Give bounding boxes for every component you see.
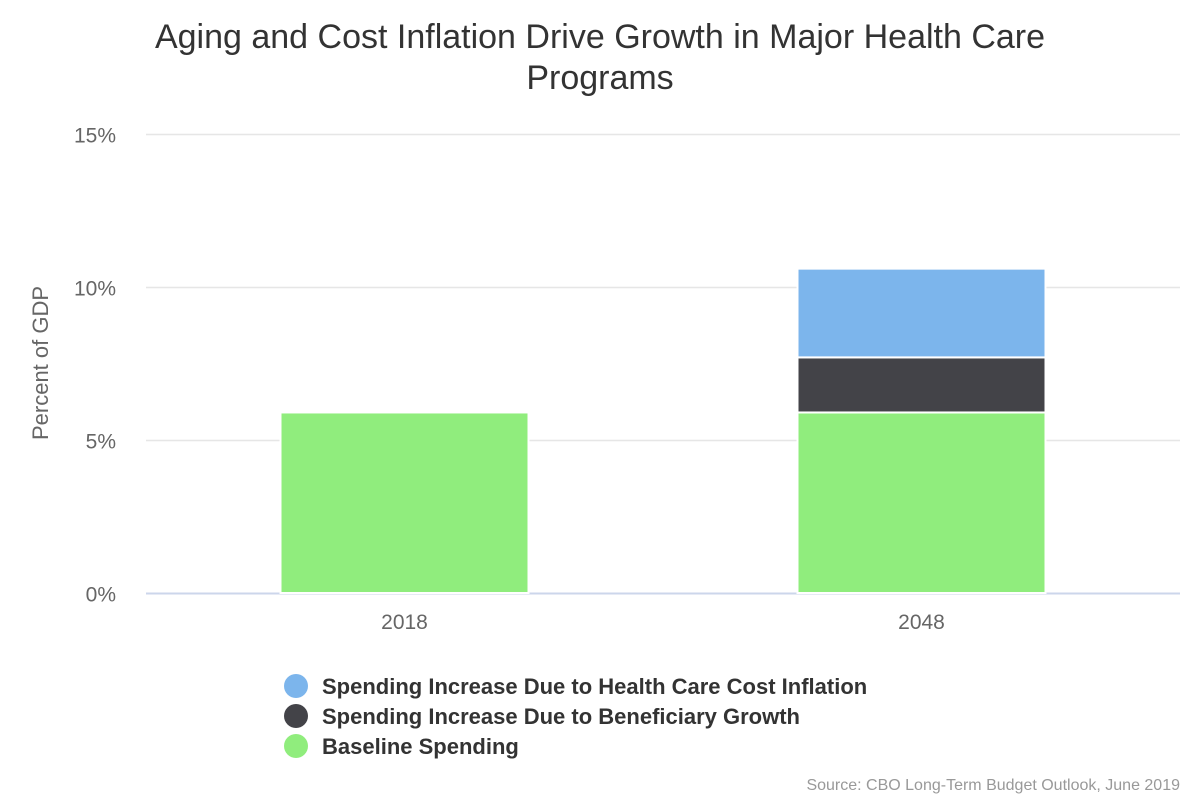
source-note: Source: CBO Long-Term Budget Outlook, Ju… — [806, 777, 1180, 794]
x-tick-label-2048: 2048 — [898, 611, 945, 634]
y-axis-ticks: 0% 5% 10% 15% — [74, 125, 116, 607]
bars — [279, 267, 1047, 594]
legend-marker — [284, 734, 308, 758]
legend-label: Spending Increase Due to Beneficiary Gro… — [322, 704, 800, 729]
y-axis-title: Percent of GDP — [28, 286, 53, 440]
chart-title-line-1: Aging and Cost Inflation Drive Growth in… — [155, 18, 1045, 56]
bar-2018-baseline-spending[interactable] — [279, 411, 530, 594]
bar-2048-spending-increase-due-to-beneficiary-growth[interactable] — [796, 356, 1047, 414]
y-tick-label-0: 0% — [86, 584, 116, 607]
chart-title-line-2: Programs — [526, 59, 673, 97]
y-tick-label-10: 10% — [74, 278, 116, 301]
x-axis-ticks: 2018 2048 — [381, 611, 945, 634]
y-tick-label-15: 15% — [74, 125, 116, 148]
legend[interactable]: Spending Increase Due to Health Care Cos… — [284, 674, 867, 759]
legend-item-baseline-spending[interactable]: Baseline Spending — [284, 734, 519, 759]
bar-2048-baseline-spending[interactable] — [796, 411, 1047, 594]
legend-label: Baseline Spending — [322, 734, 519, 759]
legend-item-spending-increase-due-to-beneficiary-growth[interactable]: Spending Increase Due to Beneficiary Gro… — [284, 704, 800, 729]
y-tick-label-5: 5% — [86, 431, 116, 454]
legend-item-spending-increase-due-to-health-care-cost-inflation[interactable]: Spending Increase Due to Health Care Cos… — [284, 674, 867, 699]
legend-label: Spending Increase Due to Health Care Cos… — [322, 674, 867, 699]
bar-2048-spending-increase-due-to-health-care-cost-inflation[interactable] — [796, 267, 1047, 359]
x-tick-label-2018: 2018 — [381, 611, 428, 634]
legend-marker — [284, 704, 308, 728]
legend-marker — [284, 674, 308, 698]
